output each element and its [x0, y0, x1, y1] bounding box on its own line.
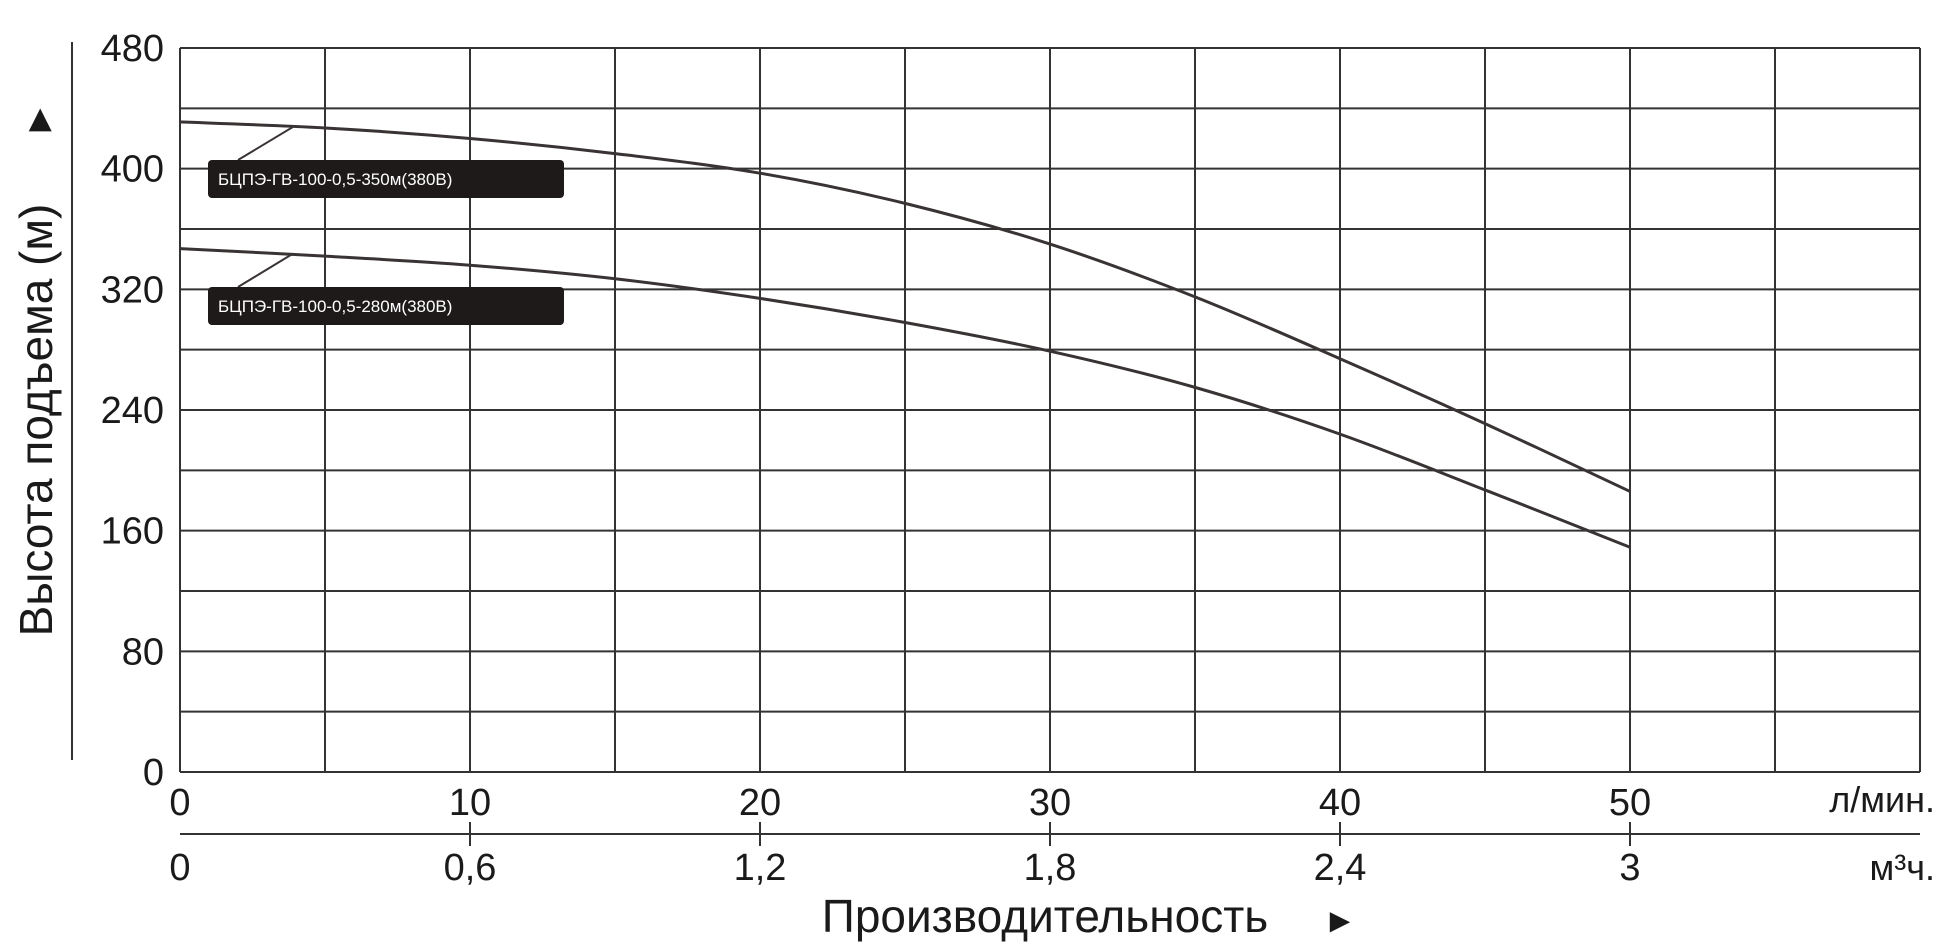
- series-line: [179, 247, 1631, 549]
- x2-tick-label: 0,6: [444, 847, 497, 889]
- y-tick-label: 400: [101, 149, 164, 191]
- x-axis-title: Производительность: [822, 890, 1268, 942]
- series-label-leader: [237, 252, 294, 288]
- series-curves: [179, 120, 1631, 549]
- y-tick-label: 0: [143, 752, 164, 794]
- y-tick-label: 240: [101, 390, 164, 432]
- y-tick-label: 160: [101, 511, 164, 553]
- x-tick-label: 50: [1609, 782, 1651, 824]
- x2-tick-label: 3: [1619, 847, 1640, 889]
- series-label-text: БЦПЭ-ГВ-100-0,5-350м(380В): [218, 170, 452, 189]
- series-label-leader: [237, 126, 294, 161]
- series-label-box: [208, 160, 564, 198]
- series-label-box: [208, 287, 564, 325]
- y-tick-label: 320: [101, 269, 164, 311]
- y-axis-title: Высота подъема (м) ▶: [10, 108, 62, 636]
- x-tick-label: 10: [449, 782, 491, 824]
- series-label-text: БЦПЭ-ГВ-100-0,5-280м(380В): [218, 297, 452, 316]
- x2-tick-label: 1,8: [1024, 847, 1077, 889]
- x-axis-arrow: ►: [1323, 902, 1357, 940]
- y-tick-label: 80: [122, 631, 164, 673]
- x2-tick-label: 1,2: [734, 847, 787, 889]
- x2-tick-label: 2,4: [1314, 847, 1367, 889]
- y-tick-label: 480: [101, 28, 164, 70]
- y-axis-arrow: ▶: [22, 108, 55, 131]
- x-tick-label: 30: [1029, 782, 1071, 824]
- y-axis-title-text: Высота подъема (м): [10, 204, 62, 637]
- x-tick-label: 0: [169, 782, 190, 824]
- x2-tick-labels: 0 0,6 1,2 1,8 2,4 3: [169, 822, 1641, 889]
- x-tick-labels: 0 10 20 30 40 50: [169, 782, 1651, 824]
- x-tick-label: 40: [1319, 782, 1361, 824]
- x2-tick-label: 0: [169, 847, 190, 889]
- x-unit-secondary: м³ч.: [1870, 847, 1936, 888]
- series-line: [179, 120, 1631, 493]
- series-labels: БЦПЭ-ГВ-100-0,5-350м(380В) БЦПЭ-ГВ-100-0,…: [208, 126, 564, 325]
- x-unit-primary: л/мин.: [1829, 779, 1935, 820]
- x-tick-label: 20: [739, 782, 781, 824]
- y-tick-labels: 0 80 160 240 320 400 480: [101, 28, 164, 794]
- grid: [179, 47, 1921, 773]
